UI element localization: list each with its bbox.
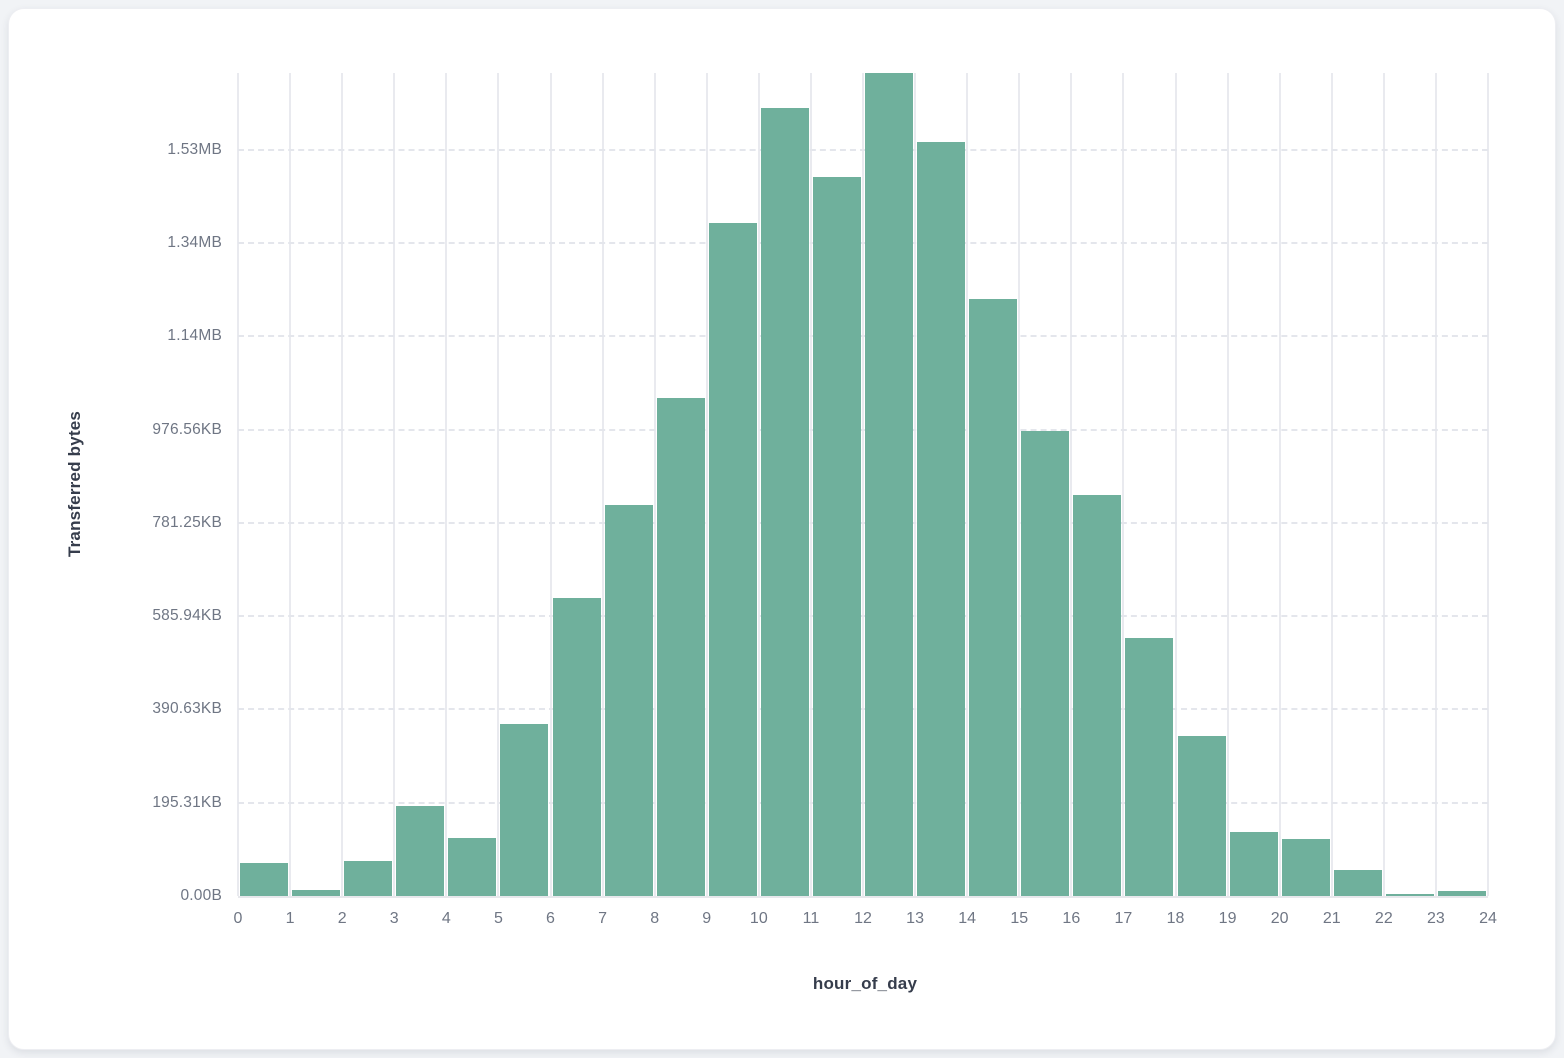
y-tick-label: 781.25KB (152, 513, 222, 531)
histogram-bar[interactable] (1281, 839, 1330, 896)
histogram-bar[interactable] (969, 299, 1018, 896)
gridline-vertical (601, 73, 604, 896)
gridline-vertical (809, 73, 812, 896)
gridline-vertical (497, 73, 500, 896)
gridline-vertical (757, 73, 760, 896)
x-tick-label: 7 (598, 910, 608, 927)
chart-card: Transferred bytes 0.00B 195.31KB 390.63KB 5… (8, 8, 1556, 1050)
histogram-bar[interactable] (1437, 891, 1486, 896)
histogram-bar[interactable] (344, 861, 393, 896)
gridline-vertical (1278, 73, 1281, 896)
histogram-bar[interactable] (1073, 495, 1122, 896)
plot-area: 0.00B 195.31KB 390.63KB 585.94KB 781.25KB 976… (152, 73, 1497, 927)
gridline-vertical (1226, 73, 1229, 896)
x-tick-label: 24 (1479, 910, 1497, 927)
gridline-vertical (393, 73, 396, 896)
x-tick-label: 0 (233, 910, 243, 927)
gridline-vertical (445, 73, 448, 896)
x-tick-label: 22 (1374, 910, 1393, 927)
x-tick-label: 10 (749, 910, 768, 927)
x-tick-label: 1 (285, 910, 295, 927)
gridline-horizontal (238, 708, 1488, 711)
gridline-vertical (653, 73, 656, 896)
gridline-vertical (862, 73, 864, 896)
histogram-bar[interactable] (1385, 894, 1434, 896)
histogram-bar[interactable] (396, 806, 445, 896)
x-tick-label: 11 (802, 910, 820, 927)
histogram-bar[interactable] (1021, 431, 1070, 896)
gridline-horizontal (238, 801, 1488, 804)
x-tick-label: 21 (1322, 910, 1341, 927)
x-tick-label: 14 (958, 910, 977, 927)
x-tick-label: 12 (854, 910, 872, 927)
x-tick-label: 16 (1062, 910, 1081, 927)
histogram-bar[interactable] (292, 890, 341, 896)
gridline-vertical (549, 73, 552, 896)
y-tick-label: 0.00B (180, 887, 222, 904)
gridline-horizontal (238, 428, 1488, 431)
gridline-vertical (237, 73, 239, 896)
x-tick-label: 3 (389, 910, 399, 927)
gridline-vertical (1070, 73, 1073, 896)
gridline-horizontal (238, 335, 1488, 338)
gridline-vertical (1174, 73, 1177, 896)
gridline-vertical (1487, 73, 1489, 896)
gridline-vertical (341, 73, 344, 896)
y-tick-label: 585.94KB (152, 607, 222, 625)
x-tick-label: 13 (906, 910, 924, 927)
x-tick-label: 4 (441, 910, 451, 927)
y-tick-label: 1.14MB (167, 327, 222, 345)
x-tick-label: 5 (493, 910, 503, 927)
gridline-horizontal (238, 242, 1488, 245)
gridline-vertical (1382, 73, 1385, 896)
gridline-vertical (1330, 73, 1333, 896)
x-tick-label: 23 (1427, 910, 1445, 927)
x-tick-label: 18 (1166, 910, 1185, 927)
histogram-bar[interactable] (656, 398, 705, 896)
histogram-bar[interactable] (448, 838, 497, 896)
x-tick-label: 15 (1010, 910, 1029, 927)
y-tick-label: 1.34MB (167, 234, 222, 252)
gridline-vertical (1434, 73, 1437, 896)
gridline-horizontal (238, 615, 1488, 618)
histogram-bar[interactable] (1229, 832, 1278, 896)
x-tick-label: 20 (1270, 910, 1289, 927)
histogram-bar[interactable] (865, 73, 914, 896)
histogram-bar[interactable] (812, 177, 861, 896)
x-tick-label: 19 (1218, 910, 1237, 927)
gridline-vertical (966, 73, 969, 896)
gridline-horizontal (238, 148, 1488, 151)
histogram-bar[interactable] (500, 724, 549, 896)
y-axis-title: Transferred bytes (65, 410, 84, 558)
histogram-bar[interactable] (552, 598, 601, 896)
histogram-bar[interactable] (917, 142, 966, 896)
histogram-bar[interactable] (760, 108, 809, 896)
y-tick-label: 195.31KB (152, 793, 222, 811)
gridline-vertical (1122, 73, 1125, 896)
histogram-bar[interactable] (708, 223, 757, 896)
x-tick-label: 9 (702, 910, 712, 927)
y-tick-label: 390.63KB (152, 700, 222, 718)
x-axis-title: hour_of_day (812, 974, 918, 993)
histogram-bar[interactable] (240, 863, 289, 896)
gridline-vertical (914, 73, 917, 896)
gridline-vertical (289, 73, 292, 896)
gridline-vertical (1018, 73, 1021, 896)
x-axis-line (238, 896, 1488, 898)
x-tick-label: 8 (650, 910, 660, 927)
histogram-bar[interactable] (1177, 736, 1226, 896)
histogram-bar[interactable] (1333, 870, 1382, 896)
x-tick-label: 6 (546, 910, 555, 927)
y-tick-label: 976.56KB (152, 420, 222, 438)
y-tick-label: 1.53MB (167, 140, 222, 158)
x-tick-label: 17 (1114, 910, 1133, 927)
gridline-vertical (705, 73, 708, 896)
histogram-bar[interactable] (1125, 638, 1174, 896)
x-tick-label: 2 (337, 910, 347, 927)
gridline-horizontal (238, 521, 1488, 524)
histogram-bar[interactable] (604, 505, 653, 896)
